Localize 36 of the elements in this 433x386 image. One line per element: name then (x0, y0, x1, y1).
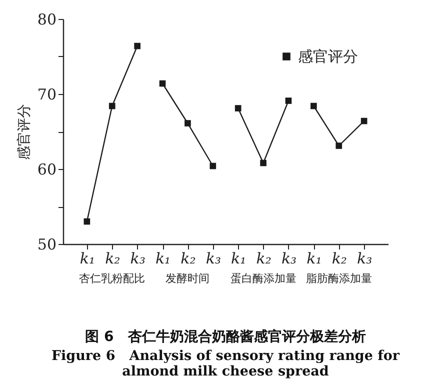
text: Figure 6 Analysis of sensory rating range for almond milk cheese spread (51, 348, 400, 380)
x-tick-label: k₃ (206, 250, 221, 268)
text: 杏仁乳粉配比 (79, 272, 146, 285)
x-tick-label: k₃ (357, 250, 372, 268)
point (134, 42, 140, 50)
x-tick-label: k₁ (80, 250, 95, 268)
text: 发酵时间 (166, 272, 210, 285)
point (360, 118, 368, 124)
y-axis-title: 感官评分 (16, 104, 32, 160)
point (336, 142, 342, 149)
x-tick-label: k₁ (155, 250, 171, 268)
x-tick-label: k₂ (332, 250, 347, 268)
x-tick-label: k₁ (231, 250, 246, 268)
x-tick-label: k₃ (130, 250, 146, 268)
x-tick-label: k₂ (105, 250, 120, 268)
x-tick-label: k₂ (256, 250, 272, 268)
y-tick-label: 70 (37, 86, 56, 104)
x-tick-label: k₃ (281, 250, 297, 268)
point (210, 162, 216, 170)
x-tick-label: k₂ (180, 250, 196, 268)
point (184, 120, 191, 126)
point (260, 160, 266, 166)
point (108, 102, 116, 110)
legend-label: 感官评分 (298, 48, 358, 66)
point (84, 218, 90, 225)
point (159, 80, 166, 87)
y-tick-label: 60 (37, 160, 56, 178)
point (310, 102, 317, 110)
y-tick-label: 80 (37, 10, 56, 28)
point (285, 98, 292, 104)
y-tick-label: 50 (37, 236, 56, 254)
point (234, 105, 242, 112)
text: 图 6 杏仁牛奶混合奶酪酱感官评分极差分析 (85, 328, 366, 345)
text: 蛋白酶添加量 (230, 272, 296, 285)
text: 脂肪酶添加量 (306, 272, 372, 285)
x-tick-label: k₁ (306, 250, 322, 268)
